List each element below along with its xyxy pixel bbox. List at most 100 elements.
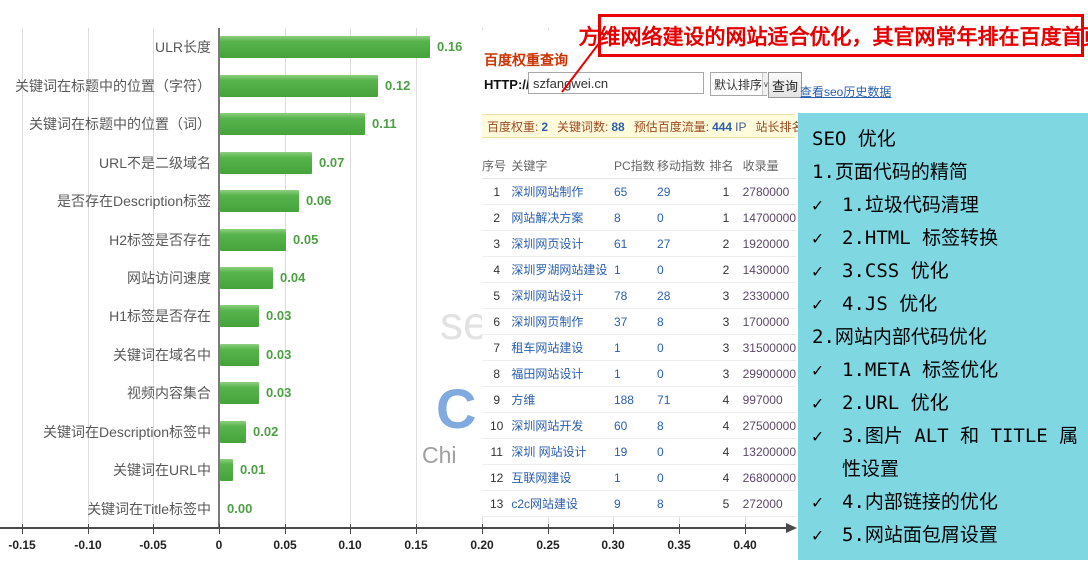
table-cell: 0: [657, 256, 710, 283]
category-label: URL不是二级域名: [98, 154, 211, 171]
query-button[interactable]: 查询: [768, 72, 802, 98]
checklist-text: 2.URL 优化: [842, 392, 949, 414]
gridline: [350, 28, 351, 528]
table-cell: 4: [709, 438, 743, 465]
column-header: 收录量: [742, 152, 796, 179]
category-label: 关键词在URL中: [112, 462, 211, 479]
table-cell: 29900000: [742, 360, 796, 387]
table-cell: 13: [482, 490, 512, 517]
checklist-item: ✓ 2.HTML 标签转换: [812, 222, 1080, 255]
table-cell: 13200000: [742, 438, 796, 465]
table-cell: 8: [657, 308, 710, 335]
x-axis-tick: [285, 524, 286, 534]
keyword-link[interactable]: 互联网建设: [511, 471, 572, 485]
table-cell: 10: [482, 412, 512, 439]
column-header: 序号: [482, 152, 512, 179]
checklist-heading: 1.页面代码的精简: [812, 156, 1080, 189]
keyword-link[interactable]: 深圳 网站设计: [511, 445, 587, 459]
table-cell: 4: [709, 464, 743, 491]
keyword-link[interactable]: 深圳网站开发: [511, 419, 584, 433]
table-row: 7 租车网站建设 1 0 3 31500000: [482, 334, 796, 361]
table-cell: 互联网建设: [511, 464, 614, 491]
bar: [220, 420, 246, 443]
table-cell: 租车网站建设: [511, 334, 614, 361]
check-icon: ✓: [812, 228, 823, 249]
x-axis-tick: [350, 524, 351, 534]
category-label: 关键词在Title标签中: [87, 500, 211, 517]
category-label: H1标签是否存在: [109, 308, 211, 325]
watermark-se-text: se: [440, 297, 489, 349]
table-cell: 8: [657, 412, 710, 439]
keyword-link[interactable]: 租车网站建设: [511, 341, 584, 355]
value-label: 0.07: [319, 154, 345, 170]
keyword-link[interactable]: 福田网站设计: [511, 367, 584, 381]
x-axis-tick: [22, 524, 23, 534]
table-cell: 3: [709, 360, 743, 387]
keyword-link[interactable]: 深圳网页制作: [511, 315, 584, 329]
keyword-link[interactable]: 方维: [511, 393, 536, 407]
x-axis-tick: [153, 524, 154, 534]
keyword-link[interactable]: c2c网站建设: [511, 497, 579, 511]
table-cell: 29: [657, 178, 710, 205]
table-cell: 6: [482, 308, 512, 335]
value-label: 0.00: [227, 500, 253, 516]
table-cell: 188: [613, 386, 658, 413]
table-cell: 78: [613, 282, 658, 309]
table-cell: 31500000: [742, 334, 796, 361]
bar: [220, 36, 430, 59]
x-axis-tick-label: 0.20: [470, 538, 494, 552]
zero-axis-line: [218, 28, 220, 528]
table-row: 8 福田网站设计 1 0 3 29900000: [482, 360, 796, 387]
http-protocol-label: HTTP://: [484, 77, 530, 92]
category-label: 关键词在标题中的位置（字符）: [15, 77, 211, 94]
table-cell: 28: [657, 282, 710, 309]
value-label: 0.05: [293, 231, 319, 247]
keyword-table: 序号 关键字 PC指数 移动指数 排名 收录量 1 深圳网站制作 65 29 1 2780000 2 网…: [482, 152, 796, 517]
stat-item: 百度权重: 2: [487, 119, 549, 134]
bar: [220, 228, 286, 251]
checklist-text: 2.网站内部代码优化: [812, 326, 987, 348]
table-cell: 5: [482, 282, 512, 309]
axis-right-arrow-icon: [786, 523, 797, 533]
table-cell: 0: [657, 204, 710, 231]
value-label: 0.01: [240, 462, 266, 478]
seo-history-link[interactable]: 查看seo历史数据: [800, 85, 892, 99]
keyword-link[interactable]: 深圳网页设计: [511, 237, 584, 251]
x-axis-tick-label: 0.40: [733, 538, 757, 552]
keyword-link[interactable]: 网站解决方案: [511, 211, 584, 225]
table-cell: 7: [482, 334, 512, 361]
x-axis-tick-label: 0.15: [404, 538, 428, 552]
checklist-item: ✓ 1.垃圾代码清理: [812, 189, 1080, 222]
table-row: 3 深圳网页设计 61 27 2 1920000: [482, 230, 796, 257]
checklist-item: ✓ 3.CSS 优化: [812, 255, 1080, 288]
stat-item: 站长排名:: [755, 119, 807, 134]
checklist-text: 2.HTML 标签转换: [842, 227, 999, 249]
value-label: 0.03: [266, 385, 292, 401]
value-label: 0.03: [266, 346, 292, 362]
table-cell: 65: [613, 178, 658, 205]
keyword-link[interactable]: 深圳网站制作: [511, 185, 584, 199]
check-icon: ✓: [812, 426, 823, 447]
table-row: 11 深圳 网站设计 19 0 4 13200000: [482, 438, 796, 465]
gridline: [285, 28, 286, 528]
table-cell: 0: [657, 464, 710, 491]
check-icon: ✓: [812, 393, 823, 414]
x-axis-tick: [219, 524, 220, 534]
checklist-item: ✓ 4.内部链接的优化: [812, 486, 1080, 519]
table-cell: 9: [613, 490, 658, 517]
table-cell: 2: [709, 230, 743, 257]
table-row: 1 深圳网站制作 65 29 1 2780000: [482, 178, 796, 205]
keyword-link[interactable]: 深圳罗湖网站建设: [511, 263, 608, 277]
baidu-weight-query-panel: 百度权重查询 HTTP:// 默认排序 ∨ 查询 百度权重:2 关键词数:88 预估…: [482, 30, 807, 517]
chevron-down-icon[interactable]: ∨: [762, 73, 769, 95]
table-cell: 福田网站设计: [511, 360, 614, 387]
sort-order-dropdown[interactable]: 默认排序 ∨: [710, 72, 769, 96]
bar: [220, 305, 259, 328]
table-cell: 60: [613, 412, 658, 439]
keyword-link[interactable]: 深圳网站设计: [511, 289, 584, 303]
x-axis-tick-label: 0.10: [338, 538, 362, 552]
table-cell: 深圳罗湖网站建设: [511, 256, 614, 283]
checklist-text: 4.JS 优化: [842, 293, 938, 315]
callout-pointer-line: [561, 41, 601, 93]
table-cell: 1: [613, 360, 658, 387]
